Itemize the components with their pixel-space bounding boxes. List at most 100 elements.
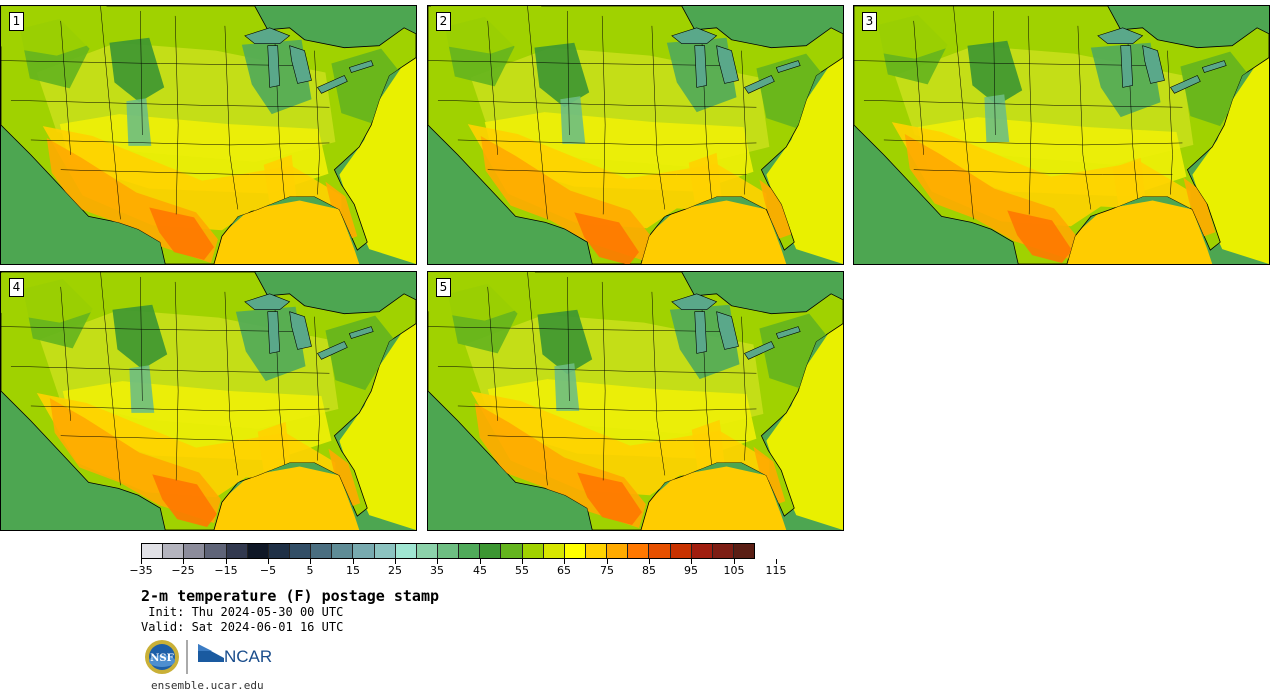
init-time: Init: Thu 2024-05-30 00 UTC xyxy=(141,605,344,619)
state-boundary xyxy=(527,6,548,220)
state-boundary xyxy=(437,100,757,108)
colorbar-swatch xyxy=(332,544,354,558)
atlantic-ocean xyxy=(339,45,416,264)
temperature-region xyxy=(1007,210,1072,264)
state-boundary xyxy=(224,291,239,476)
colorbar-swatch xyxy=(501,544,523,558)
colorbar-tick-label: 35 xyxy=(430,564,444,577)
temperature-region xyxy=(126,98,152,146)
ncar-logo-text: NCAR xyxy=(224,647,272,666)
member-panel-3: 3 xyxy=(853,5,1270,265)
logos: NSF NCAR xyxy=(144,638,284,676)
member-number: 5 xyxy=(436,278,451,297)
lake-ontario xyxy=(1201,60,1227,73)
lake-erie xyxy=(317,341,348,360)
map-svg xyxy=(1,6,416,264)
temperature-region xyxy=(109,37,165,103)
state-boundary xyxy=(437,366,757,374)
temperature-region xyxy=(331,48,402,124)
atlantic-ocean xyxy=(1192,45,1269,264)
colorbar-tick-label: 45 xyxy=(473,564,487,577)
colorbar-swatch xyxy=(459,544,481,558)
state-boundary xyxy=(487,20,498,155)
lake-huron xyxy=(716,311,739,350)
lake-superior xyxy=(244,27,291,45)
lake-ontario xyxy=(775,326,801,339)
temperature-region xyxy=(1,6,117,56)
state-boundary xyxy=(953,6,974,220)
colorbar-swatch xyxy=(353,544,375,558)
temperature-region xyxy=(1183,177,1216,238)
atlantic-ocean xyxy=(766,311,843,530)
member-number: 3 xyxy=(862,12,877,31)
ncar-logo: NCAR xyxy=(198,644,272,666)
temperature-region xyxy=(537,309,593,375)
colorbar-swatch xyxy=(416,544,438,558)
lake-huron xyxy=(1142,45,1165,84)
colorbar-tick-label: 65 xyxy=(557,564,571,577)
state-boundary xyxy=(140,10,143,136)
temperature-region xyxy=(560,96,586,144)
state-boundary xyxy=(1167,50,1173,195)
temperature-region xyxy=(753,446,786,507)
temperature-region xyxy=(984,94,1010,142)
lake-erie xyxy=(1170,75,1201,94)
colorbar-swatch xyxy=(564,544,586,558)
lake-michigan xyxy=(694,45,707,88)
state-boundary xyxy=(883,139,1183,146)
colorbar-tick xyxy=(183,559,184,564)
colorbar-swatch xyxy=(395,544,417,558)
temperature-region xyxy=(759,313,830,389)
lake-huron xyxy=(289,45,312,84)
colorbar-swatch xyxy=(226,544,248,558)
temperature-region xyxy=(1180,51,1251,127)
state-boundary xyxy=(741,50,747,195)
lake-erie xyxy=(317,75,348,94)
colorbar-swatch xyxy=(522,544,544,558)
state-boundary xyxy=(487,169,747,175)
member-number: 1 xyxy=(9,12,24,31)
colorbar-swatch xyxy=(247,544,269,558)
state-boundary xyxy=(428,326,727,332)
colorbar-tick-label: 115 xyxy=(765,564,787,577)
state-boundary xyxy=(1,60,300,66)
state-boundary xyxy=(60,169,320,175)
member-panel-2: 2 xyxy=(427,5,844,265)
state-boundary xyxy=(10,100,330,108)
lake-michigan xyxy=(267,311,280,354)
temperature-region xyxy=(112,304,168,370)
temperature-region xyxy=(149,207,214,261)
colorbar-swatch xyxy=(374,544,396,558)
gulf-of-mexico xyxy=(640,466,787,530)
gulf-of-mexico xyxy=(1066,200,1213,264)
colorbar-swatch xyxy=(437,544,460,558)
state-boundary xyxy=(651,291,666,476)
gulf-of-mexico xyxy=(640,200,787,264)
state-boundary xyxy=(140,276,143,402)
colorbar-tick-label: 95 xyxy=(684,564,698,577)
member-panel-5: 5 xyxy=(427,271,844,531)
colorbar-swatch xyxy=(670,544,692,558)
lake-superior xyxy=(671,27,718,45)
colorbar-tick xyxy=(522,559,523,564)
colorbar-tick-label: 85 xyxy=(642,564,656,577)
state-boundary xyxy=(651,25,666,210)
state-boundary xyxy=(567,276,570,402)
temperature-region xyxy=(325,181,358,242)
colorbar-swatch xyxy=(712,544,734,558)
lake-superior xyxy=(671,293,718,311)
colorbar-tick-label: 15 xyxy=(346,564,360,577)
colorbar-tick xyxy=(776,559,777,564)
colorbar-tick xyxy=(437,559,438,564)
lake-ontario xyxy=(348,60,374,73)
map-svg xyxy=(1,272,416,530)
state-boundary xyxy=(174,15,179,215)
lake-huron xyxy=(289,311,312,350)
state-boundary xyxy=(10,366,330,374)
colorbar-swatch xyxy=(607,544,629,558)
atlantic-ocean xyxy=(339,311,416,530)
colorbar-swatch xyxy=(543,544,565,558)
lake-ontario xyxy=(348,326,374,339)
temperature-region xyxy=(257,421,291,472)
website-url: ensemble.ucar.edu xyxy=(151,679,264,692)
